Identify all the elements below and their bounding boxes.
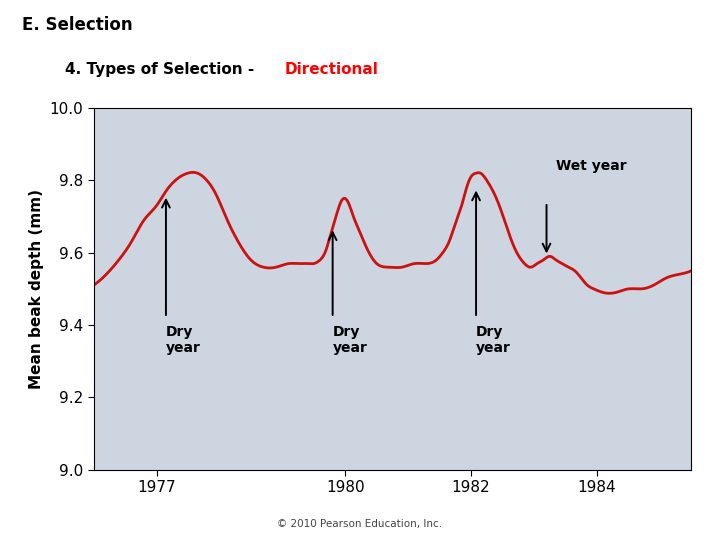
Text: © 2010 Pearson Education, Inc.: © 2010 Pearson Education, Inc. [277,518,443,529]
Text: Dry
year: Dry year [333,325,367,355]
Text: E. Selection: E. Selection [22,16,132,34]
Text: 4. Types of Selection -: 4. Types of Selection - [65,62,259,77]
Y-axis label: Mean beak depth (mm): Mean beak depth (mm) [29,189,44,389]
Text: Dry
year: Dry year [166,325,201,355]
Text: Directional: Directional [284,62,378,77]
Text: Wet year: Wet year [556,159,626,173]
Text: Dry
year: Dry year [476,325,511,355]
